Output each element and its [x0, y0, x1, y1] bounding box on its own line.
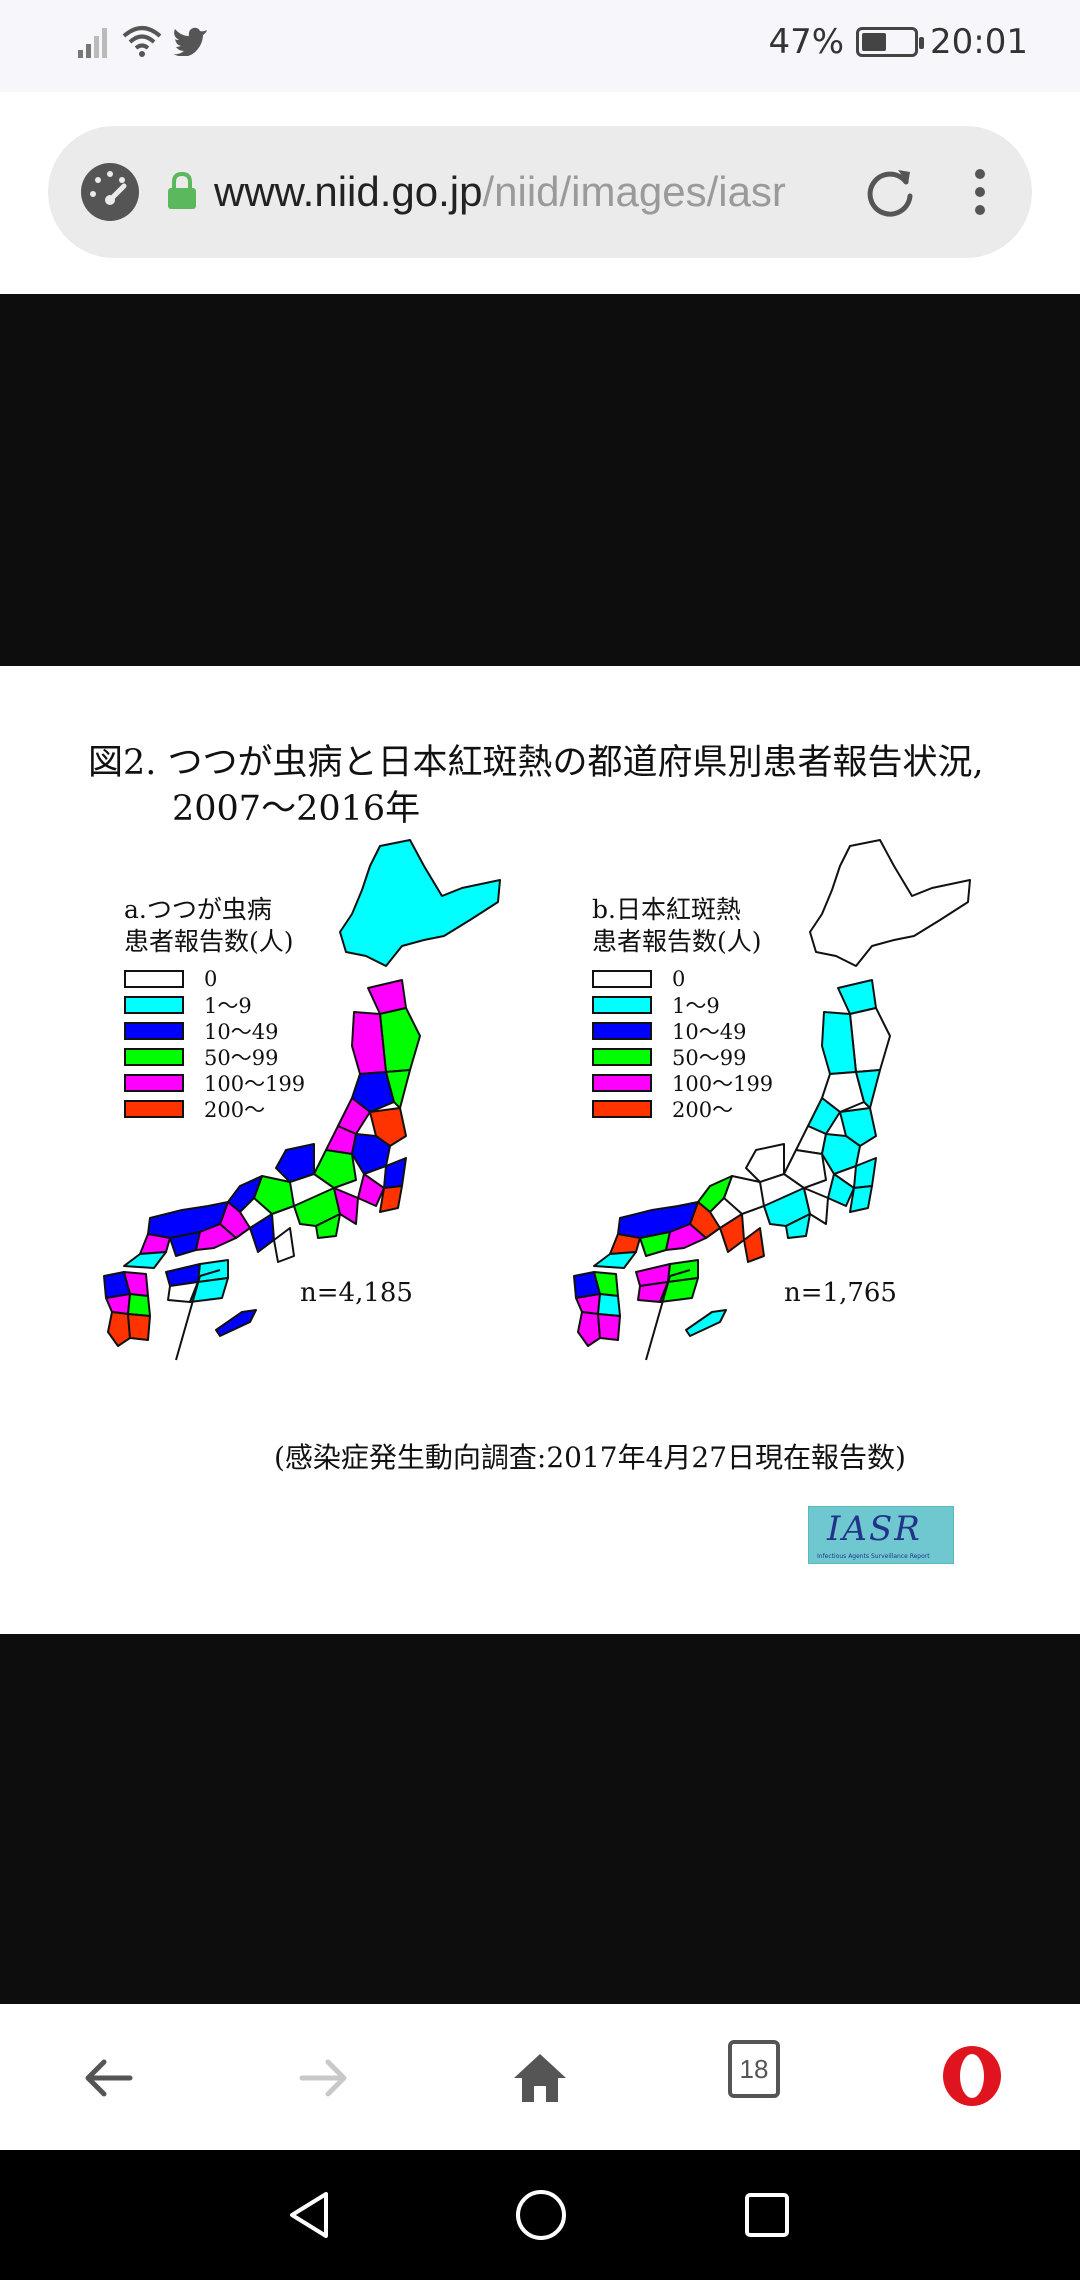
legend-row: 0: [124, 966, 305, 992]
tabs-button[interactable]: 18: [728, 2040, 780, 2098]
legend-a: a.つつが虫病 患者報告数(人) 0 1～9 10～49 50～99 100～1…: [124, 894, 305, 1122]
system-navigation-bar: [0, 2150, 1080, 2280]
tabs-count: 18: [739, 2054, 769, 2084]
legend-row: 100～199: [124, 1070, 305, 1096]
legend-row: 200～: [124, 1096, 305, 1122]
signal-icon: [78, 28, 107, 58]
wifi-icon: [122, 26, 162, 57]
figure-image: 図2. つつが虫病と日本紅斑熱の都道府県別患者報告状況, 2007～2016年 …: [0, 666, 1080, 1634]
url-text[interactable]: www.niid.go.jp/niid/images/iasr: [214, 162, 814, 222]
back-arrow-icon[interactable]: [78, 2048, 138, 2108]
figure-years: 2007～2016年: [172, 789, 421, 829]
more-menu-icon[interactable]: [970, 162, 990, 222]
legend-row: 10～49: [124, 1018, 305, 1044]
legend-row: 100～199: [592, 1070, 773, 1096]
status-bar: 47% 20:01: [0, 0, 1080, 92]
legend-row: 1～9: [592, 992, 773, 1018]
iasr-logo-text: IASR: [827, 1509, 922, 1549]
map-a-n: n=4,185: [300, 1278, 413, 1308]
system-back-icon[interactable]: [284, 2190, 334, 2240]
opera-menu-icon[interactable]: [940, 2044, 1004, 2108]
japan-map-b: [573, 839, 971, 1361]
system-recents-icon[interactable]: [744, 2192, 790, 2238]
legend-b: b.日本紅斑熱 患者報告数(人) 0 1～9 10～49 50～99 100～1…: [592, 894, 773, 1122]
forward-arrow-icon[interactable]: [294, 2048, 354, 2108]
battery-percent: 47%: [768, 22, 845, 62]
system-home-icon[interactable]: [514, 2188, 568, 2242]
url-host: www.niid.go.jp: [214, 168, 483, 215]
address-bar[interactable]: www.niid.go.jp/niid/images/iasr: [48, 126, 1032, 258]
legend-row: 0: [592, 966, 773, 992]
figure-title: 図2. つつが虫病と日本紅斑熱の都道府県別患者報告状況,: [88, 743, 984, 783]
bottom-navigation: 18: [0, 2004, 1080, 2150]
lock-icon: [168, 172, 196, 209]
map-b-n: n=1,765: [784, 1278, 897, 1308]
legend-a-head2: 患者報告数(人): [124, 927, 294, 956]
clock: 20:01: [930, 22, 1028, 62]
reload-icon[interactable]: [860, 162, 920, 222]
status-right: 47% 20:01: [768, 22, 1028, 62]
iasr-logo: IASR Infectious Agents Surveillance Repo…: [808, 1506, 954, 1564]
iasr-logo-subtitle: Infectious Agents Surveillance Report: [817, 1553, 930, 1560]
japan-map-a: [103, 839, 501, 1361]
legend-row: 10～49: [592, 1018, 773, 1044]
twitter-icon: [173, 27, 207, 56]
legend-row: 1～9: [124, 992, 305, 1018]
url-path: /niid/images/iasr: [482, 168, 786, 215]
legend-a-head1: a.つつが虫病: [124, 895, 272, 924]
source-note: (感染症発生動向調査:2017年4月27日現在報告数): [274, 1441, 906, 1474]
legend-row: 50～99: [124, 1044, 305, 1070]
home-icon[interactable]: [510, 2048, 570, 2108]
legend-row: 200～: [592, 1096, 773, 1122]
legend-b-head2: 患者報告数(人): [592, 927, 762, 956]
legend-row: 50～99: [592, 1044, 773, 1070]
battery-icon: [856, 27, 925, 57]
speed-dial-icon[interactable]: [78, 160, 142, 224]
status-icons: [76, 24, 208, 58]
legend-b-head1: b.日本紅斑熱: [592, 895, 741, 924]
toolbar: www.niid.go.jp/niid/images/iasr: [0, 92, 1080, 294]
